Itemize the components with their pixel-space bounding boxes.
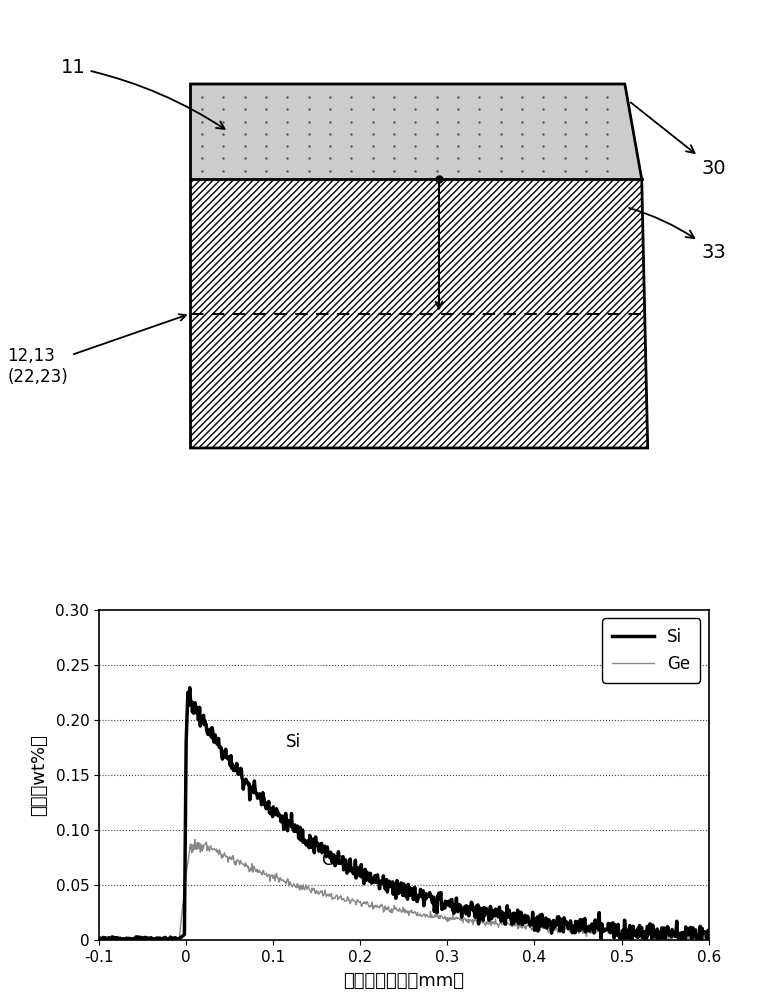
Si <box>306 841 315 853</box>
Ge <box>94 933 104 945</box>
Ge <box>346 898 355 910</box>
Si <box>704 930 713 942</box>
X-axis label: 距界面的距離（mm）: 距界面的距離（mm） <box>344 972 464 990</box>
Si <box>616 934 626 946</box>
Ge <box>190 833 200 845</box>
Ge <box>315 888 324 900</box>
Polygon shape <box>190 179 648 448</box>
Ge <box>341 895 351 907</box>
Si <box>382 878 391 890</box>
Text: 30: 30 <box>631 103 725 178</box>
Ge <box>308 884 317 896</box>
Text: 33: 33 <box>629 208 725 261</box>
Text: 11: 11 <box>61 58 225 129</box>
Si <box>94 934 104 946</box>
Text: 12,13
(22,23): 12,13 (22,23) <box>8 314 186 386</box>
Ge <box>704 930 713 942</box>
Si <box>518 911 527 923</box>
Ge <box>641 930 650 942</box>
Text: Ge: Ge <box>321 851 344 869</box>
Si <box>591 920 600 932</box>
Legend: Si, Ge: Si, Ge <box>602 618 700 683</box>
Line: Ge: Ge <box>99 839 709 940</box>
Ge <box>389 903 399 915</box>
Si <box>459 905 468 917</box>
Ge <box>624 934 633 946</box>
Polygon shape <box>190 84 642 179</box>
Line: Si: Si <box>99 688 709 940</box>
Si <box>519 916 528 928</box>
Text: Si: Si <box>287 733 302 751</box>
Si <box>185 682 194 694</box>
Y-axis label: 濃度（wt%）: 濃度（wt%） <box>30 734 49 816</box>
